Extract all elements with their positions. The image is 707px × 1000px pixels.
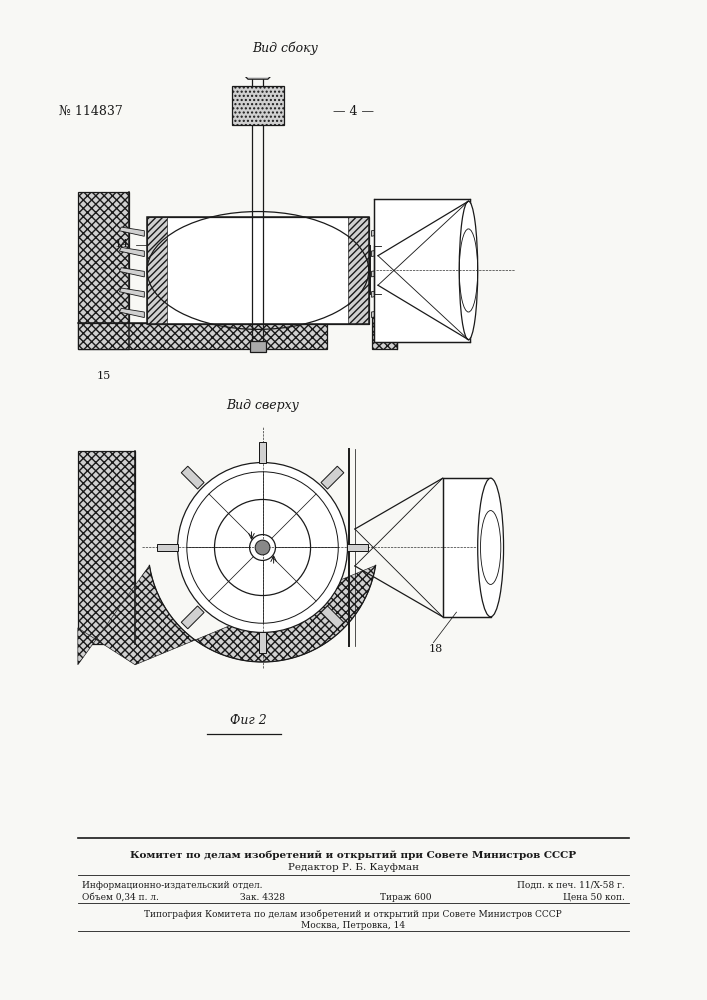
Polygon shape bbox=[371, 227, 397, 236]
Text: Москва, Петровка, 14: Москва, Петровка, 14 bbox=[301, 921, 405, 930]
Polygon shape bbox=[371, 288, 397, 297]
Polygon shape bbox=[348, 544, 368, 551]
Polygon shape bbox=[78, 565, 375, 665]
Text: Цена 50 коп.: Цена 50 коп. bbox=[563, 893, 624, 902]
Bar bbox=[78, 451, 135, 644]
Circle shape bbox=[177, 463, 348, 632]
Polygon shape bbox=[119, 288, 144, 297]
Bar bbox=[147, 217, 369, 324]
Text: Объем 0,34 п. л.: Объем 0,34 п. л. bbox=[83, 893, 159, 902]
Bar bbox=[78, 192, 129, 349]
Text: Зак. 4328: Зак. 4328 bbox=[240, 893, 285, 902]
Bar bbox=[78, 323, 327, 349]
Text: Тираж 600: Тираж 600 bbox=[380, 893, 431, 902]
Text: Подп. к печ. 11/X-58 г.: Подп. к печ. 11/X-58 г. bbox=[517, 881, 624, 890]
Circle shape bbox=[255, 540, 270, 555]
Text: 12: 12 bbox=[256, 107, 270, 117]
Text: 18: 18 bbox=[428, 644, 443, 654]
Polygon shape bbox=[181, 466, 204, 489]
Bar bbox=[250, 341, 267, 352]
Text: Комитет по делам изобретений и открытий при Совете Министров СССР: Комитет по делам изобретений и открытий … bbox=[130, 850, 576, 860]
Bar bbox=[489, 38, 539, 73]
Bar bbox=[374, 199, 470, 342]
Polygon shape bbox=[119, 247, 144, 257]
Ellipse shape bbox=[478, 478, 503, 617]
Text: 14: 14 bbox=[115, 239, 129, 249]
Polygon shape bbox=[234, 31, 282, 79]
Polygon shape bbox=[157, 544, 177, 551]
Text: Фиг 2: Фиг 2 bbox=[230, 714, 267, 727]
Bar bbox=[443, 478, 491, 617]
Polygon shape bbox=[259, 632, 266, 653]
Polygon shape bbox=[371, 268, 397, 277]
Polygon shape bbox=[181, 606, 204, 629]
Polygon shape bbox=[371, 247, 397, 257]
Text: — 4 —: — 4 — bbox=[332, 105, 373, 118]
Polygon shape bbox=[259, 442, 266, 463]
Bar bbox=[232, 86, 284, 125]
Text: Типография Комитета по делам изобретений и открытий при Совете Министров СССР: Типография Комитета по делам изобретений… bbox=[144, 909, 562, 919]
Text: Вид сверху: Вид сверху bbox=[226, 399, 299, 412]
Polygon shape bbox=[119, 227, 144, 236]
Circle shape bbox=[214, 499, 310, 596]
Text: Информационно-издательский отдел.: Информационно-издательский отдел. bbox=[83, 881, 263, 890]
Text: Редактор Р. Б. Кауфман: Редактор Р. Б. Кауфман bbox=[288, 863, 419, 872]
Bar bbox=[349, 217, 369, 324]
Bar bbox=[241, 44, 274, 66]
Text: Вид сбоку: Вид сбоку bbox=[252, 42, 319, 55]
Polygon shape bbox=[119, 308, 144, 318]
Bar bbox=[147, 217, 369, 324]
Polygon shape bbox=[321, 606, 344, 629]
Ellipse shape bbox=[460, 201, 478, 340]
Bar bbox=[147, 217, 168, 324]
Ellipse shape bbox=[530, 38, 550, 73]
Polygon shape bbox=[371, 308, 397, 318]
Text: № 114837: № 114837 bbox=[59, 105, 123, 118]
Polygon shape bbox=[321, 466, 344, 489]
Polygon shape bbox=[119, 268, 144, 277]
Bar bbox=[371, 317, 397, 349]
Text: 15: 15 bbox=[96, 371, 110, 381]
